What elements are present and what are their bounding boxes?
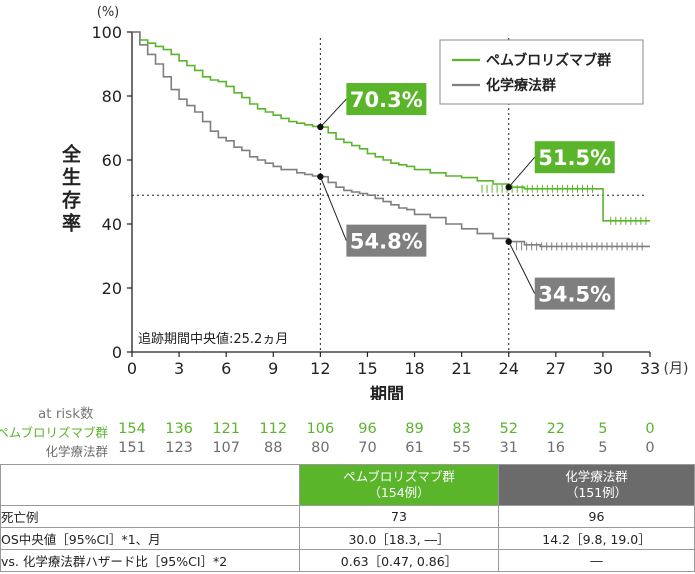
at-risk-value: 107: [212, 440, 241, 456]
at-risk-title: at risk数: [38, 406, 94, 422]
table-row: OS中央値［95%CI］*1、月 30.0［18.3, ―］ 14.2［9.8,…: [0, 527, 695, 550]
at-risk-row-label: ペムブロリズマブ群: [0, 425, 108, 440]
table-row: vs. 化学療法群ハザード比［95%CI］*2 0.63［0.47, 0.86］…: [0, 549, 695, 572]
header-blank: [0, 464, 300, 506]
at-risk-value: 31: [499, 440, 518, 456]
annotation-point: [317, 123, 324, 131]
at-risk-value: 96: [358, 421, 377, 437]
at-risk-row-pembrolizumab: ペムブロリズマブ群 154 136 121 112 106 96 89 83 52 22 5 0: [0, 421, 695, 440]
header-chemotherapy: 化学療法群 （151例）: [498, 464, 695, 506]
annotation-label: 34.5%: [538, 283, 611, 307]
annotation-box: [534, 141, 615, 174]
legend-label: ペムブロリズマブ群: [486, 52, 611, 69]
at-risk-value: 106: [306, 421, 335, 437]
at-risk-value: 80: [311, 440, 330, 456]
at-risk-value: 112: [259, 421, 288, 437]
annotation-label: 70.3%: [350, 88, 423, 112]
at-risk-value: 0: [645, 440, 655, 456]
at-risk-value: 22: [546, 421, 566, 437]
y-tick-label: 80: [102, 87, 122, 106]
x-tick-label: 24: [499, 359, 519, 378]
x-tick-label: 27: [546, 359, 566, 378]
header-pembrolizumab: ペムブロリズマブ群 （154例）: [299, 464, 499, 506]
at-risk-row-label: 化学療法群: [45, 444, 108, 459]
annotation-leader: [508, 156, 536, 188]
at-risk-value: 55: [452, 440, 471, 456]
os-median-pembro: 30.0［18.3, ―］: [299, 527, 499, 550]
annotation-label: 54.8%: [350, 230, 423, 254]
followup-note: 追跡期間中央値:25.2ヵ月: [138, 331, 288, 347]
deaths-chemo: 96: [498, 505, 695, 528]
y-tick-label: 20: [102, 279, 122, 298]
annotation-point: [505, 238, 512, 245]
annotation-box: [534, 277, 615, 310]
at-risk-value: 0: [645, 421, 655, 437]
at-risk-value: 151: [118, 440, 146, 456]
x-tick-label: 18: [404, 359, 424, 378]
summary-table: ペムブロリズマブ群 （154例） 化学療法群 （151例） 死亡例 73 96 …: [0, 464, 695, 572]
annotation-leader: [319, 98, 347, 128]
at-risk-row-chemotherapy: 化学療法群 151 123 107 88 80 70 61 55 31 16 5 0: [0, 440, 695, 459]
annotation-box: [346, 83, 427, 116]
at-risk-value: 88: [264, 440, 283, 456]
os-median-chemo: 14.2［9.8, 19.0］: [498, 527, 695, 550]
y-axis-title: 全生存率: [59, 143, 82, 236]
y-tick-label: 60: [102, 151, 122, 170]
annotation-leader: [508, 241, 536, 294]
row-label-deaths: 死亡例: [0, 505, 300, 528]
x-axis-title: 期間: [370, 385, 404, 400]
x-tick-label: 12: [310, 359, 330, 378]
at-risk-value: 61: [405, 440, 424, 456]
at-risk-value: 89: [405, 421, 424, 437]
x-tick-label: 15: [357, 359, 377, 378]
km-chart: 0 20 40 60 80 100 0 3 6 9 12 15 18 21 24 27 30 33 70.3% 54…: [59, 5, 689, 400]
legend-label: 化学療法群: [486, 77, 556, 94]
at-risk-value: 154: [118, 421, 146, 437]
at-risk-value: 16: [546, 440, 566, 456]
at-risk-value: 70: [358, 440, 377, 456]
reference-lines: [132, 38, 646, 352]
at-risk-value: 5: [598, 421, 608, 437]
at-risk-value: 136: [165, 421, 193, 437]
legend-box: [439, 39, 644, 105]
y-tick-label: 40: [102, 215, 122, 234]
at-risk-value: 123: [165, 440, 193, 456]
annotation-box: [346, 224, 427, 257]
x-axis-unit: (月): [664, 361, 689, 377]
y-tick-label: 100: [91, 23, 122, 42]
annotation-point: [317, 173, 324, 180]
annotation-point: [505, 184, 512, 191]
row-label-hazard-ratio: vs. 化学療法群ハザード比［95%CI］*2: [0, 549, 300, 572]
hazard-ratio-chemo: ―: [498, 549, 695, 572]
x-tick-label: 9: [268, 359, 278, 378]
x-tick-label: 21: [451, 359, 471, 378]
row-label-os-median: OS中央値［95%CI］*1、月: [0, 527, 300, 550]
annotation-label: 51.5%: [538, 146, 611, 170]
x-tick-label: 0: [127, 359, 137, 378]
hazard-ratio-pembro: 0.63［0.47, 0.86］: [299, 549, 499, 572]
table-row: 死亡例 73 96: [0, 505, 695, 528]
at-risk-value: 83: [452, 421, 471, 437]
annotations: 70.3% 54.8% 51.5% 34.5%: [317, 83, 615, 310]
axes: 0 20 40 60 80 100 0 3 6 9 12 15 18 21 24 27 30 33: [91, 23, 660, 378]
x-tick-label: 6: [221, 359, 231, 378]
x-tick-label: 3: [174, 359, 184, 378]
y-axis-unit: (%): [97, 5, 120, 20]
x-tick-label: 30: [593, 359, 613, 378]
at-risk-value: 121: [212, 421, 241, 437]
x-tick-label: 33: [640, 359, 660, 378]
y-tick-label: 0: [112, 343, 122, 362]
at-risk-value: 5: [598, 440, 608, 456]
summary-header-row: ペムブロリズマブ群 （154例） 化学療法群 （151例）: [0, 464, 695, 506]
annotation-leader: [319, 176, 347, 241]
deaths-pembro: 73: [299, 505, 499, 528]
at-risk-value: 52: [499, 421, 518, 437]
